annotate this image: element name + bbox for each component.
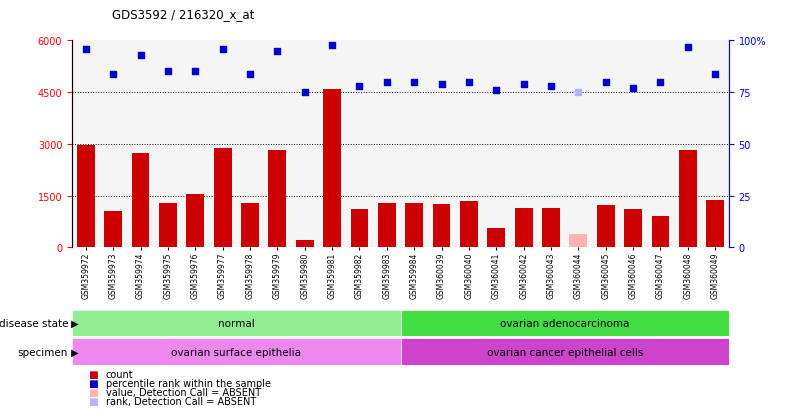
Text: ■: ■ — [88, 378, 98, 388]
Point — [134, 52, 147, 59]
Text: percentile rank within the sample: percentile rank within the sample — [106, 378, 271, 388]
Bar — [378, 204, 396, 248]
Point — [709, 71, 722, 78]
Bar — [104, 211, 122, 248]
Point — [271, 48, 284, 55]
Bar — [72, 310, 400, 337]
Text: ▶: ▶ — [68, 318, 78, 328]
Point — [462, 79, 475, 86]
Point — [572, 90, 585, 96]
Bar — [679, 151, 697, 248]
Bar — [296, 240, 314, 248]
Bar — [351, 210, 368, 248]
Text: disease state: disease state — [0, 318, 68, 328]
Bar — [651, 217, 670, 248]
Text: ■: ■ — [88, 396, 98, 406]
Bar — [570, 235, 587, 248]
Bar — [542, 208, 560, 248]
Bar — [433, 204, 450, 248]
Bar — [268, 151, 286, 248]
Bar — [400, 339, 729, 366]
Text: ■: ■ — [88, 387, 98, 397]
Text: count: count — [106, 369, 133, 379]
Point — [408, 79, 421, 86]
Bar — [77, 145, 95, 248]
Point — [326, 42, 339, 49]
Point — [244, 71, 256, 78]
Text: ■: ■ — [88, 369, 98, 379]
Text: ▶: ▶ — [68, 347, 78, 357]
Text: specimen: specimen — [18, 347, 68, 357]
Point — [380, 79, 393, 86]
Point — [654, 79, 667, 86]
Text: ovarian surface epithelia: ovarian surface epithelia — [171, 347, 301, 357]
Point — [517, 81, 530, 88]
Text: ovarian adenocarcinoma: ovarian adenocarcinoma — [500, 318, 630, 328]
Point — [626, 85, 639, 92]
Bar — [214, 149, 231, 248]
Bar — [131, 153, 150, 248]
Point — [682, 44, 694, 51]
Text: normal: normal — [218, 318, 255, 328]
Bar — [323, 90, 341, 248]
Text: rank, Detection Call = ABSENT: rank, Detection Call = ABSENT — [106, 396, 256, 406]
Bar — [159, 204, 177, 248]
Bar — [400, 310, 729, 337]
Point — [162, 69, 175, 76]
Point — [490, 88, 503, 94]
Bar — [460, 201, 478, 248]
Point — [599, 79, 612, 86]
Bar — [706, 200, 724, 248]
Point — [353, 83, 366, 90]
Point — [545, 83, 557, 90]
Point — [107, 71, 119, 78]
Bar — [597, 206, 614, 248]
Text: GDS3592 / 216320_x_at: GDS3592 / 216320_x_at — [112, 8, 255, 21]
Point — [79, 46, 92, 53]
Text: value, Detection Call = ABSENT: value, Detection Call = ABSENT — [106, 387, 261, 397]
Bar — [624, 210, 642, 248]
Point — [189, 69, 202, 76]
Bar — [405, 203, 423, 248]
Bar — [515, 208, 533, 248]
Point — [216, 46, 229, 53]
Bar — [72, 339, 400, 366]
Bar — [487, 229, 505, 248]
Bar — [187, 195, 204, 248]
Text: ovarian cancer epithelial cells: ovarian cancer epithelial cells — [486, 347, 643, 357]
Point — [435, 81, 448, 88]
Bar — [241, 203, 259, 248]
Point — [298, 90, 311, 96]
